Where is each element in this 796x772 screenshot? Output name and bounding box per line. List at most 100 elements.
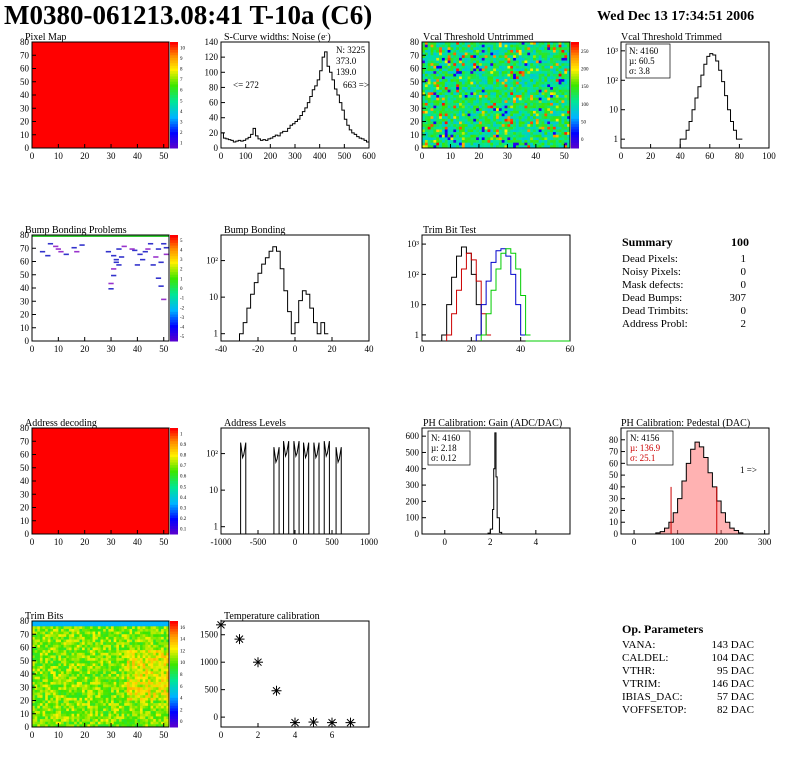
heatmap-cell xyxy=(493,68,497,72)
heatmap-cell xyxy=(447,87,451,90)
heatmap-cell xyxy=(153,721,157,725)
heatmap-cell xyxy=(111,628,114,632)
heatmap-cell xyxy=(521,110,525,114)
heatmap-cell xyxy=(74,650,78,654)
heatmap-cell xyxy=(71,634,75,638)
heatmap-cell xyxy=(524,140,528,143)
heatmap-cell xyxy=(504,87,508,90)
heatmap-cell xyxy=(95,687,99,691)
heatmap-cell xyxy=(100,703,104,707)
heatmap-cell xyxy=(422,121,426,125)
heatmap-cell xyxy=(66,621,70,624)
heatmap-cell xyxy=(76,631,80,635)
heatmap-cell xyxy=(60,719,64,722)
heatmap-cell xyxy=(427,100,431,104)
heatmap-cell xyxy=(147,687,151,691)
heatmap-cell xyxy=(467,60,471,64)
heatmap-cell xyxy=(45,716,49,720)
heatmap-cell xyxy=(504,71,508,75)
heatmap-cell xyxy=(561,52,565,56)
heatmap-cell xyxy=(155,719,159,722)
colorbar-cell xyxy=(170,317,178,321)
heatmap-cell xyxy=(490,129,494,133)
heatmap-cell xyxy=(100,660,104,664)
heatmap-cell xyxy=(459,105,463,109)
heatmap-cell xyxy=(58,658,62,662)
heatmap-cell xyxy=(453,81,457,85)
x-tick-label: 0 xyxy=(30,730,35,740)
heatmap-cell xyxy=(533,121,537,125)
colorbar-cell xyxy=(170,269,178,273)
heatmap-cell xyxy=(473,71,477,75)
colorbar-tick-label: -3 xyxy=(180,316,185,321)
heatmap-cell xyxy=(105,716,109,720)
heatmap-cell xyxy=(552,47,557,51)
heatmap-cell xyxy=(561,116,565,120)
heatmap-cell xyxy=(134,687,138,691)
colorbar-tick-label: 10 xyxy=(180,46,186,51)
x-tick-label: -1000 xyxy=(211,537,232,547)
heatmap-cell xyxy=(63,652,67,656)
heatmap-cell xyxy=(459,42,463,45)
heatmap-cell xyxy=(155,631,159,635)
chart-title: Temperature calibration xyxy=(224,611,320,622)
heatmap-cell xyxy=(108,692,112,696)
heatmap-cell xyxy=(87,689,91,693)
heatmap-cell xyxy=(513,60,517,64)
heatmap-cell xyxy=(150,639,154,643)
summary-title: Summary xyxy=(622,235,673,249)
heatmap-cell xyxy=(66,642,70,646)
heatmap-cell xyxy=(63,708,67,712)
heatmap-cell xyxy=(87,631,91,635)
heatmap-cell xyxy=(121,689,125,693)
heatmap-cell xyxy=(473,84,477,88)
heatmap-cell xyxy=(50,721,54,725)
heatmap-cell xyxy=(79,703,83,707)
heatmap-cell xyxy=(524,92,528,96)
heatmap-cell xyxy=(552,55,557,59)
heatmap-cell xyxy=(34,631,38,635)
heatmap-cell xyxy=(544,60,548,64)
heatmap-cell xyxy=(555,137,559,141)
heatmap-cell xyxy=(116,719,120,722)
heatmap-cell xyxy=(39,623,43,627)
heatmap-cell xyxy=(50,655,54,659)
heatmap-cell xyxy=(515,134,520,138)
heatmap-cell xyxy=(524,55,528,59)
heatmap-cell xyxy=(470,129,474,133)
heatmap-cell xyxy=(137,644,141,648)
heatmap-cell xyxy=(541,47,545,51)
heatmap-cell xyxy=(95,716,99,720)
heatmap-cell xyxy=(100,697,104,701)
heatmap-cell xyxy=(71,695,75,699)
heatmap-cell xyxy=(439,137,443,141)
heatmap-cell xyxy=(42,719,46,722)
heatmap-cell xyxy=(490,124,494,128)
heatmap-cell xyxy=(158,621,162,624)
heatmap-cell xyxy=(71,652,75,656)
heatmap-cell xyxy=(496,42,500,45)
heatmap-cell xyxy=(116,684,120,688)
y-tick-label: 80 xyxy=(20,37,30,47)
heatmap-cell xyxy=(461,81,465,85)
heatmap-cell xyxy=(79,708,83,712)
heatmap-cell xyxy=(155,655,159,659)
heatmap-cell xyxy=(103,647,107,651)
heatmap-cell xyxy=(538,95,542,98)
heatmap-cell xyxy=(430,126,434,130)
heatmap-cell xyxy=(105,636,109,640)
address-peak xyxy=(323,440,330,534)
heatmap-cell xyxy=(124,724,128,728)
y-tick-label: 0 xyxy=(25,143,30,153)
heatmap-cell xyxy=(533,118,537,122)
heatmap-cell xyxy=(126,642,130,646)
heatmap-cell xyxy=(145,642,149,646)
x-tick-label: 0 xyxy=(30,537,35,547)
heatmap-cell xyxy=(50,660,54,664)
heatmap-cell xyxy=(530,63,534,67)
heatmap-cell xyxy=(42,623,46,627)
heatmap-cell xyxy=(447,126,451,130)
heatmap-cell xyxy=(515,113,520,117)
heatmap-cell xyxy=(95,713,99,717)
heatmap-cell xyxy=(161,628,165,632)
